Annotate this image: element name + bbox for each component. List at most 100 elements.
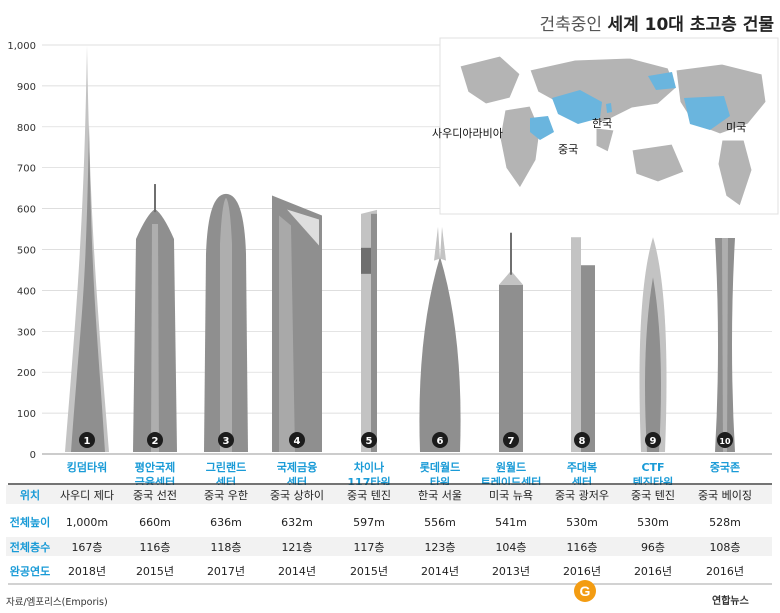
table-row-band [6, 485, 772, 504]
rank-badge [289, 432, 305, 448]
tower-spire [154, 184, 156, 213]
tower [499, 232, 523, 452]
tower [65, 45, 109, 452]
tower [361, 209, 377, 452]
rank-badge [574, 432, 590, 448]
buildings [65, 45, 735, 452]
rank-badge [645, 432, 661, 448]
source-note: 자료/엠포리스(Emporis) [6, 597, 108, 608]
y-tick-label: 500 [17, 246, 36, 257]
y-tick-label: 100 [17, 409, 36, 420]
building-name: 주대복 [567, 460, 597, 474]
tower-body [499, 284, 523, 452]
table-cell: 660m [139, 516, 171, 529]
building-name: 국제금융 [277, 460, 317, 474]
tower-side [371, 213, 377, 452]
table-cell: 121층 [281, 541, 312, 554]
building-name: 킹덤타워 [67, 460, 107, 474]
building-name: 평안국제 [135, 460, 175, 474]
table-cell: 2015년 [136, 565, 174, 578]
tower-body [419, 256, 461, 452]
building-name: 차이나 [354, 460, 384, 474]
map-korea [606, 103, 612, 113]
table-row-label: 전체높이 [10, 515, 50, 529]
tower [133, 184, 177, 452]
building-name: CTF [641, 461, 664, 474]
tower [272, 195, 322, 452]
table-cell: 632m [281, 516, 313, 529]
table-cell: 117층 [353, 541, 384, 554]
y-tick-label: 300 [17, 327, 36, 338]
y-tick-label: 200 [17, 368, 36, 379]
table-cell: 118층 [210, 541, 241, 554]
tower-stripe [722, 238, 728, 452]
table-cell: 2013년 [492, 565, 530, 578]
rank-number: 4 [294, 436, 301, 447]
table-cell: 530m [637, 516, 669, 529]
table-row-band [6, 537, 772, 556]
table-cell: 116층 [566, 541, 597, 554]
rank-number: 7 [508, 436, 515, 447]
tower [204, 193, 248, 452]
table-cell: 108층 [709, 541, 740, 554]
table-cell: 167층 [71, 541, 102, 554]
table-row-label: 전체층수 [10, 540, 50, 554]
table-cell: 530m [566, 516, 598, 529]
table-cell: 528m [709, 516, 741, 529]
table-cell: 2015년 [350, 565, 388, 578]
y-tick-label: 600 [17, 205, 36, 216]
table-cell: 636m [210, 516, 242, 529]
tower-aperture [287, 209, 319, 246]
map-label: 미국 [726, 121, 746, 134]
table-cell: 1,000m [66, 516, 108, 529]
table-cell: 2016년 [563, 565, 601, 578]
rank-number: 3 [223, 436, 230, 447]
tower-body [645, 277, 661, 452]
map-land [459, 55, 521, 105]
map-usa [684, 96, 730, 130]
table-cell: 중국 상하이 [270, 488, 324, 502]
tower-stripe [279, 215, 295, 452]
table-cell: 2016년 [634, 565, 672, 578]
table-cell: 2014년 [421, 565, 459, 578]
building-name: 그린랜드 [206, 460, 246, 474]
tower-stripe [220, 197, 232, 452]
building-name: 중국존 [710, 461, 740, 474]
map-label: 사우디아라비아 [432, 127, 503, 140]
y-ticks: 0 100 200 300 400 500 600 700 800 900 1,000 [7, 41, 36, 461]
y-tick-label: 800 [17, 123, 36, 134]
tower-crown [434, 226, 440, 261]
y-tick-label: 900 [17, 82, 36, 93]
map-alaska [648, 72, 676, 90]
building-name: 롯데월드 [420, 460, 460, 474]
rank-badge [503, 432, 519, 448]
table-cell: 중국 텐진 [631, 489, 675, 502]
table-cell: 2018년 [68, 565, 106, 578]
map-land [631, 143, 685, 183]
table-row-band [6, 561, 772, 580]
tower-top [499, 270, 523, 285]
rank-badge [147, 432, 163, 448]
tower [571, 237, 595, 452]
table-cell: 597m [353, 516, 385, 529]
map-land [717, 139, 753, 207]
tower [639, 237, 667, 452]
rank-badge [361, 432, 377, 448]
table-cell: 미국 뉴욕 [489, 489, 533, 502]
map-label: 중국 [558, 143, 578, 156]
table-cell: 104층 [495, 541, 526, 554]
table-cell: 한국 서울 [418, 489, 462, 502]
rank-number: 6 [437, 436, 444, 447]
table-row-label: 위치 [20, 488, 40, 502]
rank-number: 8 [579, 436, 586, 447]
tower-band [361, 247, 371, 274]
tower [715, 238, 735, 452]
building-name: 원월드 [496, 460, 526, 474]
rank-number: 10 [719, 437, 731, 446]
y-tick-label: 700 [17, 164, 36, 175]
table-cell: 123층 [424, 541, 455, 554]
rank-number: 5 [366, 436, 373, 447]
table-cell: 중국 베이징 [698, 489, 752, 502]
